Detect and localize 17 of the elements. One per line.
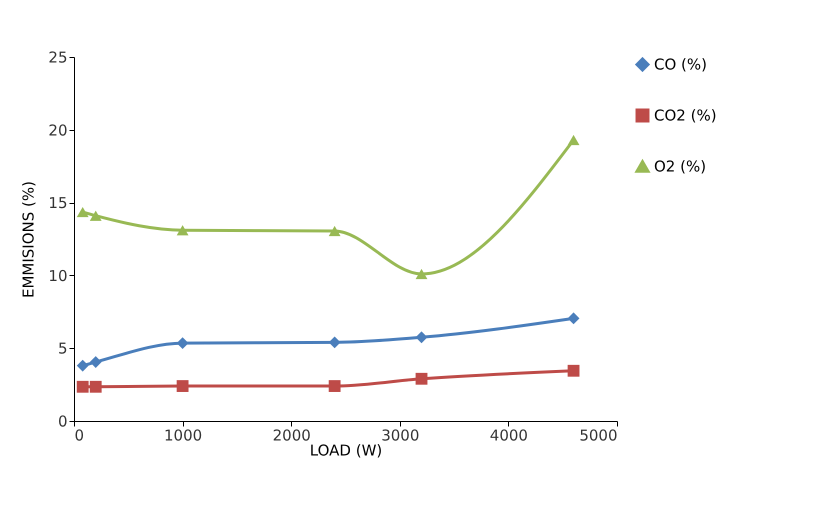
x-tick-label: 5000 <box>579 426 618 444</box>
y-tick-label: 20 <box>48 121 68 140</box>
x-axis-title: LOAD (W) <box>310 442 382 460</box>
legend-label: CO2 (%) <box>654 106 717 124</box>
x-tick-label: 0 <box>74 426 84 444</box>
x-tick-label: 4000 <box>490 426 528 444</box>
x-tick-label: 1000 <box>164 426 202 444</box>
y-tick-label: 15 <box>48 194 68 212</box>
legend-label: O2 (%) <box>654 158 706 176</box>
y-axis-title: EMMISIONS (%) <box>19 180 38 298</box>
y-tick-label: 10 <box>48 266 68 285</box>
legend-label: CO (%) <box>654 56 708 74</box>
y-tick-label: 0 <box>58 412 68 430</box>
y-tick-label: 5 <box>58 340 68 358</box>
y-tick-label: 25 <box>48 48 68 66</box>
x-tick-label: 3000 <box>381 426 420 444</box>
x-tick-label: 2000 <box>272 426 311 444</box>
